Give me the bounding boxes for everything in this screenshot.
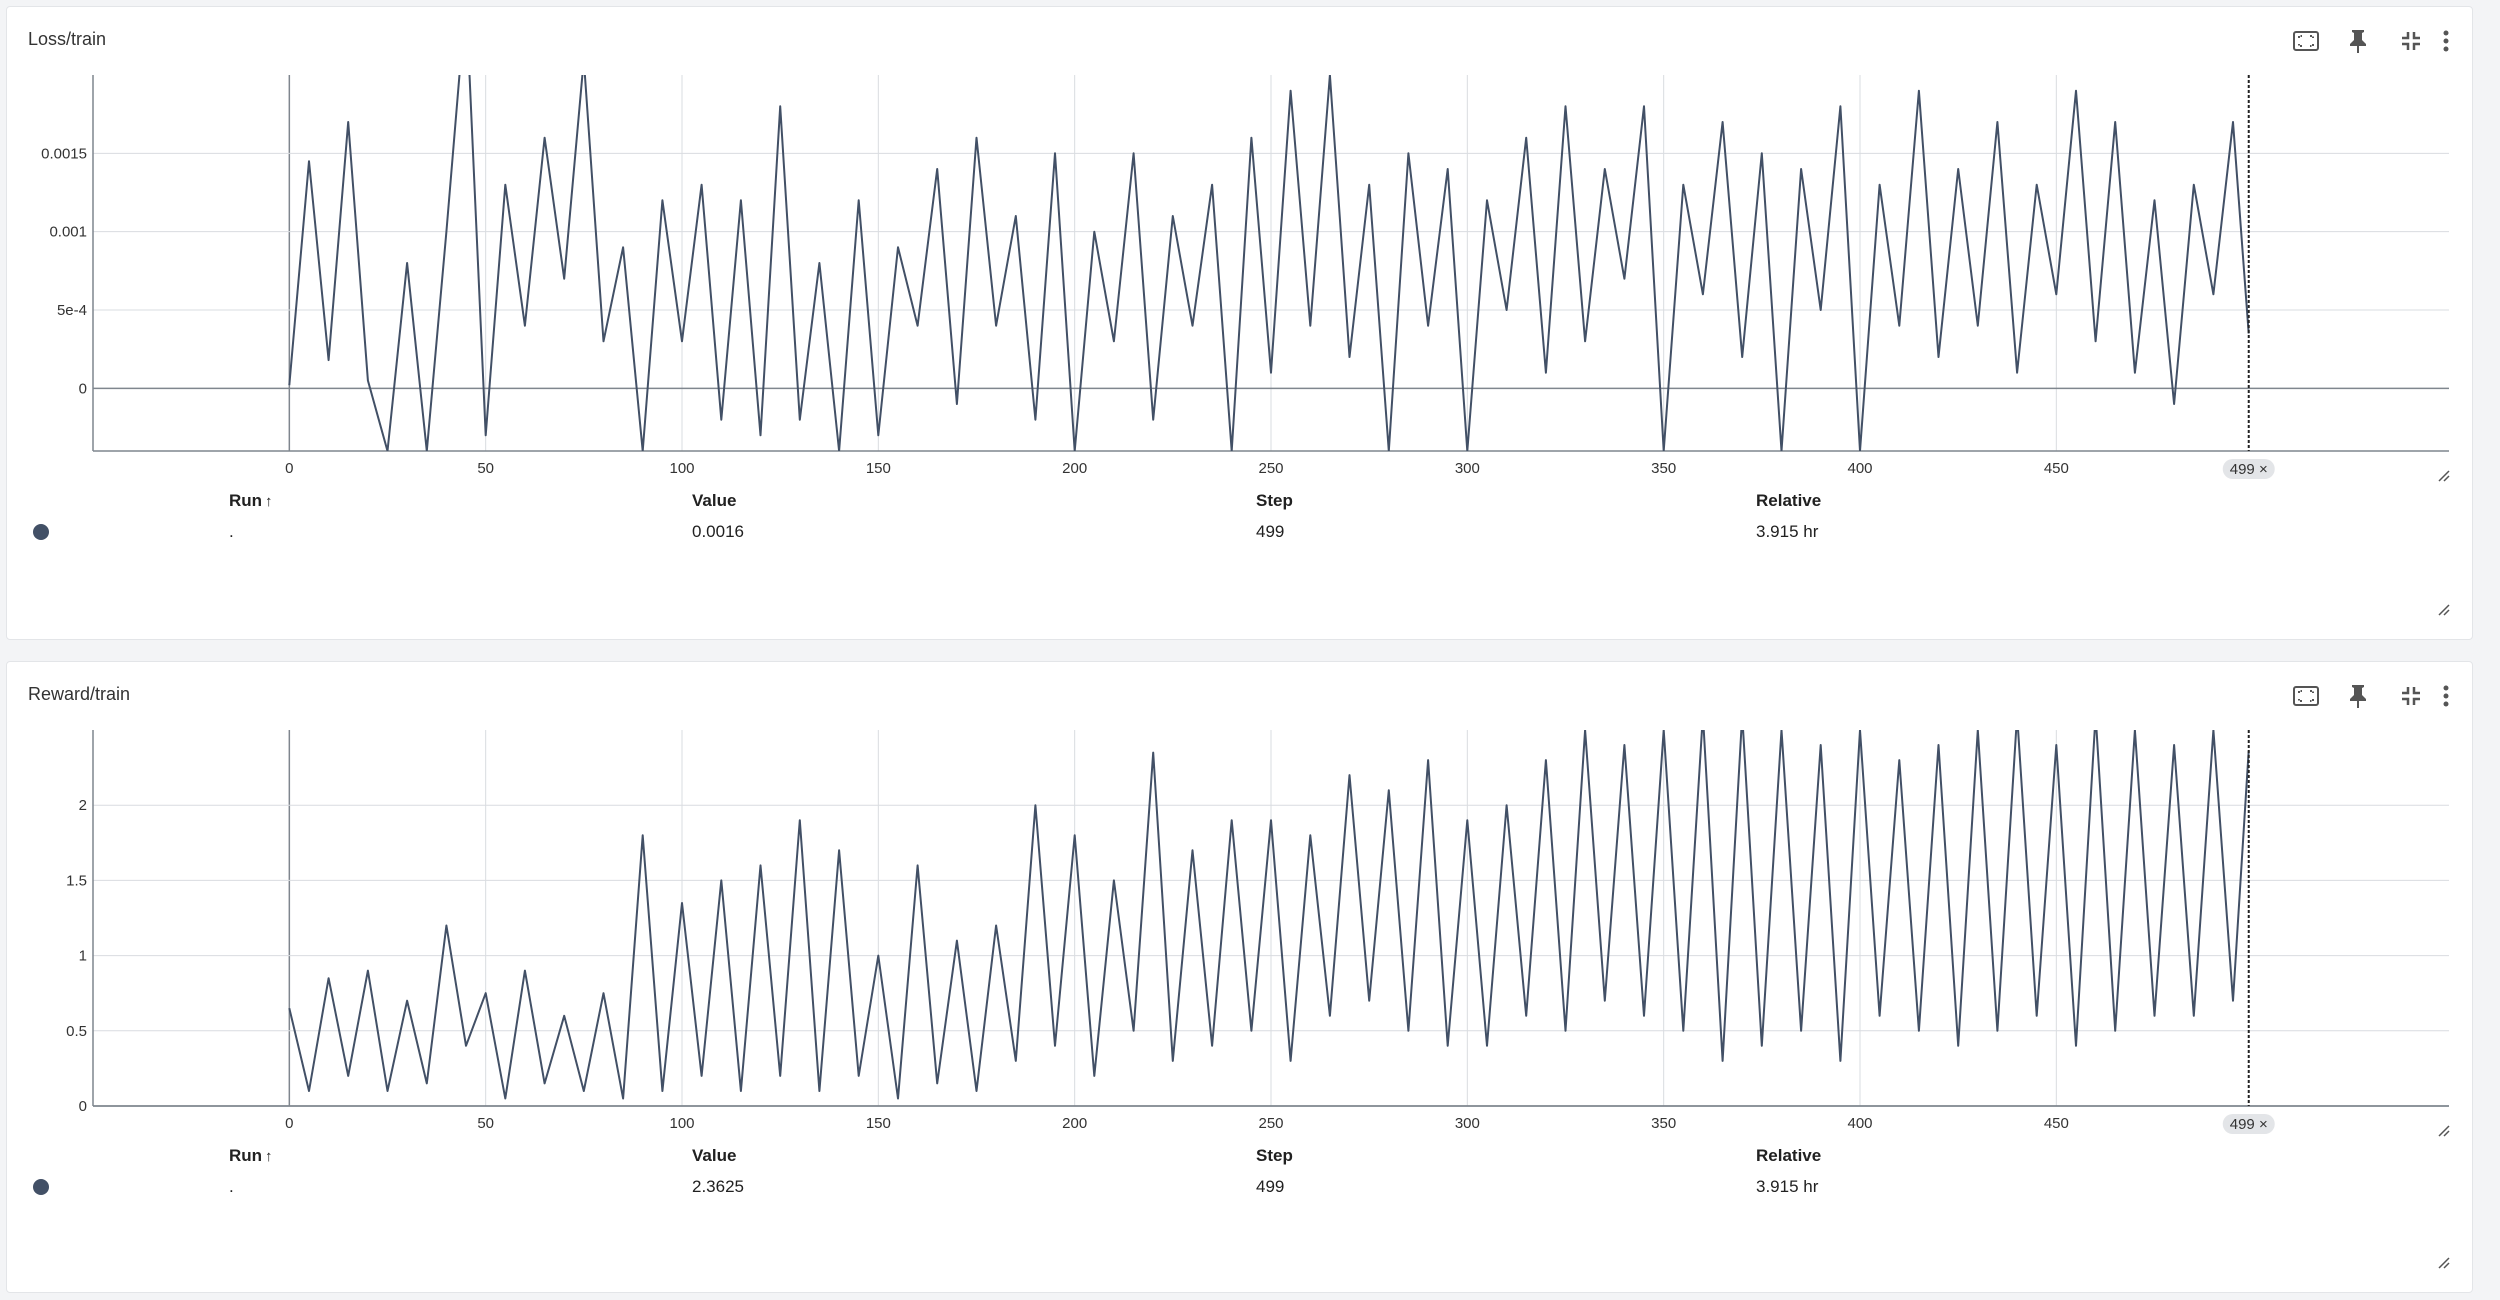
collapse-icon: [2402, 687, 2420, 705]
y-tick-label: 0.0015: [41, 145, 87, 162]
chart-resize-icon[interactable]: [2437, 469, 2451, 483]
y-tick-label: 5e-4: [57, 302, 87, 319]
run-name: .: [229, 1177, 234, 1196]
run-color-dot: [33, 1179, 49, 1195]
pin-icon: [2350, 685, 2366, 708]
sort-arrow-icon: ↑: [265, 493, 273, 510]
line-chart[interactable]: 0 50 100 150 200 250 300 350 400 450 0 5e-4 0.001 0.0…: [7, 67, 2472, 497]
x-tick-label: 0: [285, 460, 293, 477]
table-header-step[interactable]: Step: [1256, 491, 1293, 510]
step-cell: 499: [1256, 522, 1285, 541]
step-cell: 499: [1256, 1177, 1285, 1196]
chart-card-loss: Loss/train 0 50 100 150 200 250 300 350 400 450 0 5…: [6, 6, 2473, 640]
table-header-run[interactable]: Run ↑: [229, 491, 273, 510]
card-resize-icon[interactable]: [2437, 1256, 2451, 1270]
line-chart[interactable]: 0 50 100 150 200 250 300 350 400 450 0 0.5 1 1.5 2 499 …: [7, 722, 2472, 1152]
x-tick-label: 350: [1651, 460, 1676, 477]
x-tick-label: 350: [1651, 1115, 1676, 1132]
x-tick-label: 400: [1847, 460, 1872, 477]
x-tick-label: 300: [1455, 1115, 1480, 1132]
card-toolbar: [2286, 23, 2466, 59]
x-tick-label: 100: [669, 460, 694, 477]
card-resize-icon[interactable]: [2437, 603, 2451, 617]
sort-arrow-icon: ↑: [265, 1148, 273, 1165]
step-cursor-label: 499 ×: [2230, 1116, 2268, 1133]
chart-card-reward: Reward/train 0 50 100 150 200 250 300 350 400 450…: [6, 661, 2473, 1293]
x-tick-label: 400: [1847, 1115, 1872, 1132]
x-tick-label: 450: [2044, 460, 2069, 477]
fit-domain-button[interactable]: [2286, 678, 2326, 714]
x-tick-label: 250: [1258, 1115, 1283, 1132]
collapse-button[interactable]: [2391, 23, 2431, 59]
table-header-value[interactable]: Value: [692, 1146, 737, 1165]
y-tick-label: 1.5: [66, 872, 87, 889]
step-cursor-chip: [2222, 459, 2275, 479]
table-header-step[interactable]: Step: [1256, 1146, 1293, 1165]
pin-button[interactable]: [2338, 23, 2378, 59]
more-options-button[interactable]: [2426, 23, 2466, 59]
y-tick-label: 0: [79, 380, 87, 397]
y-tick-label: 0.001: [49, 224, 87, 241]
x-tick-label: 450: [2044, 1115, 2069, 1132]
run-color-dot: [33, 524, 49, 540]
pin-icon: [2350, 30, 2366, 53]
x-tick-label: 150: [866, 460, 891, 477]
table-header-value[interactable]: Value: [692, 491, 737, 510]
relative-cell: 3.915 hr: [1756, 1177, 1819, 1196]
step-cursor-chip: [2222, 1114, 2275, 1134]
x-tick-label: 50: [477, 460, 494, 477]
y-tick-label: 0.5: [66, 1023, 87, 1040]
y-tick-label: 1: [79, 948, 87, 965]
x-tick-label: 250: [1258, 460, 1283, 477]
table-header-relative[interactable]: Relative: [1756, 491, 1822, 510]
card-toolbar: [2286, 678, 2466, 714]
more-vert-icon: [2443, 30, 2449, 52]
x-tick-label: 50: [477, 1115, 494, 1132]
x-tick-label: 200: [1062, 1115, 1087, 1132]
table-header-relative[interactable]: Relative: [1756, 1146, 1822, 1165]
pin-button[interactable]: [2338, 678, 2378, 714]
step-cursor-label: 499 ×: [2230, 461, 2268, 478]
table-header-run[interactable]: Run ↑: [229, 1146, 273, 1165]
y-tick-label: 2: [79, 797, 87, 814]
collapse-button[interactable]: [2391, 678, 2431, 714]
x-tick-label: 300: [1455, 460, 1480, 477]
fit-domain-icon: [2293, 31, 2319, 51]
x-tick-label: 100: [669, 1115, 694, 1132]
x-tick-label: 200: [1062, 460, 1087, 477]
series-line: [288, 75, 2250, 451]
more-vert-icon: [2443, 685, 2449, 707]
fit-domain-button[interactable]: [2286, 23, 2326, 59]
y-tick-label: 0: [79, 1098, 87, 1115]
x-tick-label: 0: [285, 1115, 293, 1132]
value-cell: 2.3625: [692, 1177, 744, 1196]
series-line: [288, 730, 2250, 1100]
more-options-button[interactable]: [2426, 678, 2466, 714]
chart-resize-icon[interactable]: [2437, 1124, 2451, 1138]
value-cell: 0.0016: [692, 522, 744, 541]
chart-title: Reward/train: [28, 684, 131, 704]
fit-domain-icon: [2293, 686, 2319, 706]
collapse-icon: [2402, 32, 2420, 50]
run-name: .: [229, 522, 234, 541]
relative-cell: 3.915 hr: [1756, 522, 1819, 541]
x-tick-label: 150: [866, 1115, 891, 1132]
chart-title: Loss/train: [28, 29, 107, 49]
